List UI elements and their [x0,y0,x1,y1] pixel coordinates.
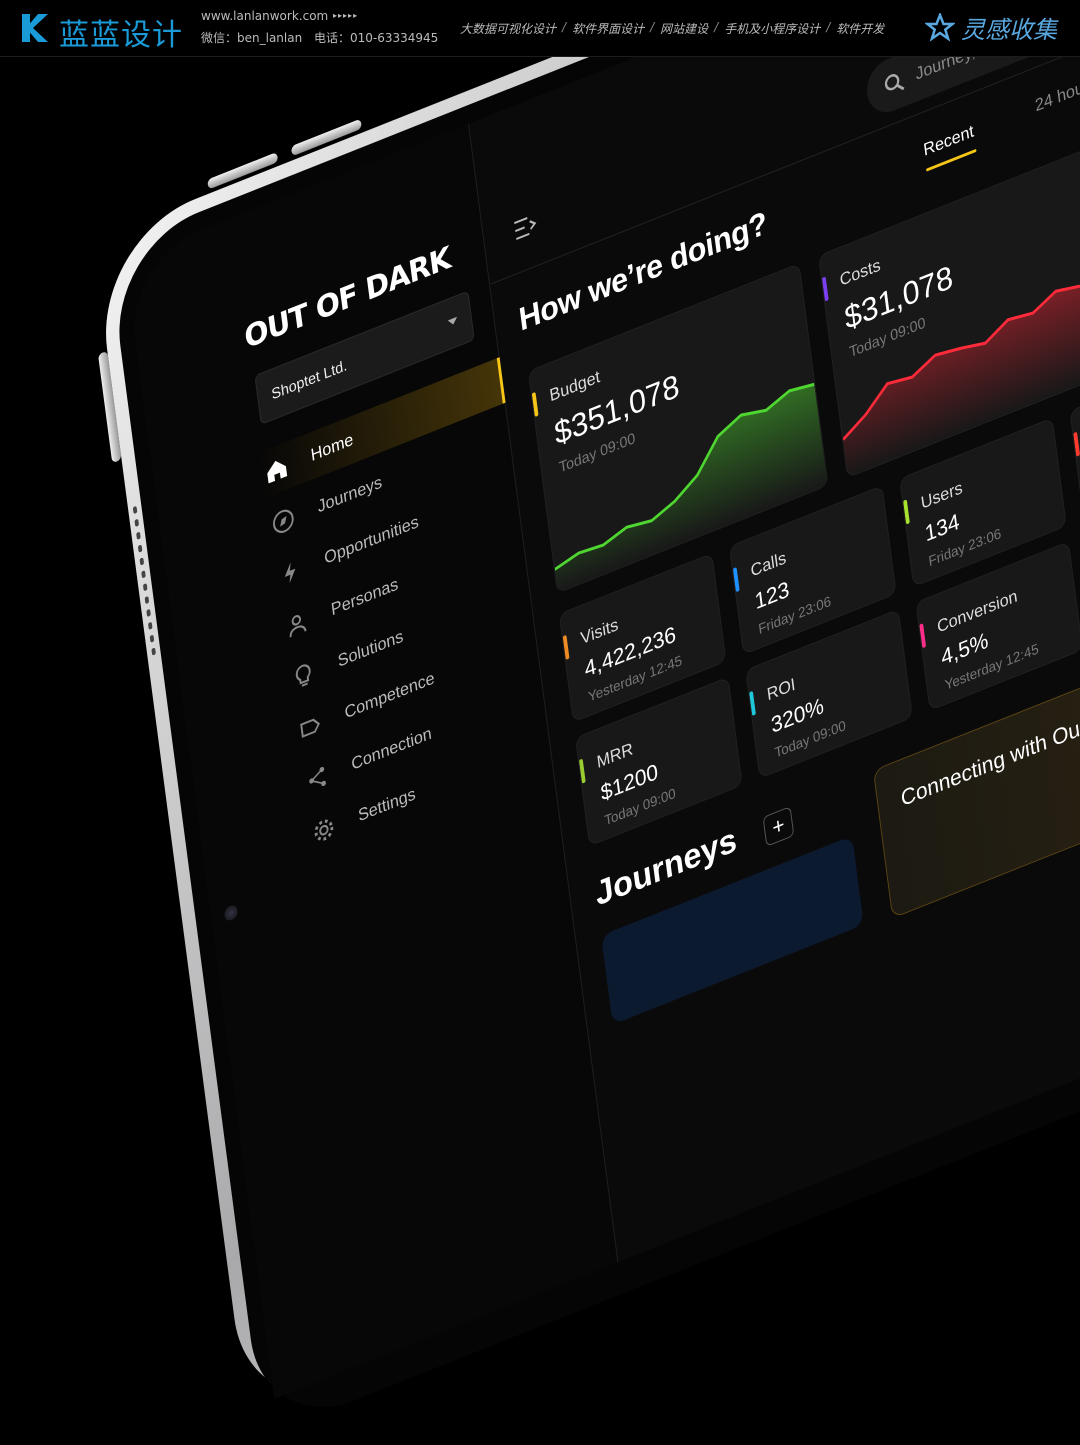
phone-info: 电话：010-63334945 [314,31,439,45]
sidebar-item-home[interactable]: Home [257,357,506,499]
bolt-icon [274,552,306,593]
sidebar-item-competence[interactable]: Competence [292,615,540,757]
search-icon [884,74,905,91]
sidebar: OUT OF DARK Shoptet Ltd. Home Journeys Opp… [124,123,619,1399]
main-content: Journey, Pers How we’re doing? Recent 24… [469,0,1080,1262]
lightbulb-icon [288,655,320,696]
sidebar-item-settings[interactable]: Settings [305,718,553,860]
add-journey-button[interactable]: + [762,806,795,847]
company-name: Shoptet Ltd. [270,356,349,404]
arrows-decoration: ▸▸▸▸▸ [333,11,359,20]
accent-bar [919,623,927,649]
accent-bar [732,567,740,593]
sidebar-item-label: Home [309,429,355,466]
accent-bar [749,690,756,717]
search-input[interactable]: Journey, Pers [863,0,1080,120]
sparkline-area [554,384,828,593]
separator: / [714,20,719,34]
sidebar-item-solutions[interactable]: Solutions [285,563,533,705]
accent-bar [531,391,539,418]
sparkline-line [554,382,815,571]
card-label: Costs [838,255,882,291]
sidebar-item-opportunities[interactable]: Opportunities [271,460,519,602]
card-costs[interactable]: Costs $31,078 Today 09:00 [817,147,1080,479]
card-label: ROI [765,674,797,705]
gear-icon [308,810,340,851]
camera-icon [223,903,239,923]
service-link[interactable]: 软件开发 [836,22,885,36]
brand-name: 蓝蓝设计 [59,18,183,53]
sparkline-area [843,265,1080,477]
service-link[interactable]: 大数据可视化设计 [460,22,557,36]
card-label: MRR [595,738,635,773]
sparkline-line [842,264,1080,441]
connecting-title: Connecting with Our B [899,705,1080,812]
home-icon [261,449,293,490]
toolbar: Journey, Pers [469,0,1080,285]
sparkline-chart [554,382,828,593]
accent-bar [821,276,829,302]
caret-down-icon [447,316,458,327]
service-link[interactable]: 软件界面设计 [572,22,645,36]
tablet-screen: OUT OF DARK Shoptet Ltd. Home Journeys Opp… [124,0,1080,1399]
accent-bar [578,758,586,784]
wechat-info: 微信：ben_lanlan [201,31,303,45]
site-header: 蓝蓝设计 www.lanlanwork.com ▸▸▸▸▸ 微信：ben_lan… [0,0,1080,57]
sidebar-item-journeys[interactable]: Journeys [265,409,513,551]
card-label: Calls [749,547,788,581]
inspiration-collect-link[interactable]: 灵感收集 [925,10,1057,45]
services-nav: 大数据可视化设计 / 软件界面设计 / 网站建设 / 手机及小程序设计 / 软件开发 [460,20,884,37]
website-link[interactable]: www.lanlanwork.com [201,9,329,23]
brand-logo-icon [22,14,48,42]
service-link[interactable]: 手机及小程序设计 [724,22,821,36]
sparkline-chart [842,264,1080,477]
person-icon [281,604,313,645]
sidebar-item-personas[interactable]: Personas [278,512,526,654]
sidebar-item-label: Personas [329,574,400,620]
star-icon [925,12,955,42]
tag-icon [294,707,326,748]
compass-icon [267,501,299,542]
card-budget[interactable]: Budget $351,078 Today 09:00 [527,262,829,594]
sidebar-item-label: Solutions [336,626,405,671]
accent-bar [1073,431,1080,457]
sidebar-item-label: Settings [357,783,417,826]
tab-recent[interactable]: Recent [922,121,975,160]
separator: / [650,20,655,34]
separator: / [562,20,567,34]
accent-bar [903,499,910,525]
sidebar-item-connection[interactable]: Connection [298,666,546,808]
accent-bar [562,634,570,660]
sidebar-item-label: Journeys [316,472,384,517]
tab-24-hours[interactable]: 24 hours [1033,72,1080,116]
collect-label: 灵感收集 [961,16,1057,44]
share-icon [301,758,333,799]
service-link[interactable]: 网站建设 [660,22,709,36]
separator: / [826,20,831,34]
collapse-menu-icon[interactable] [512,211,539,242]
